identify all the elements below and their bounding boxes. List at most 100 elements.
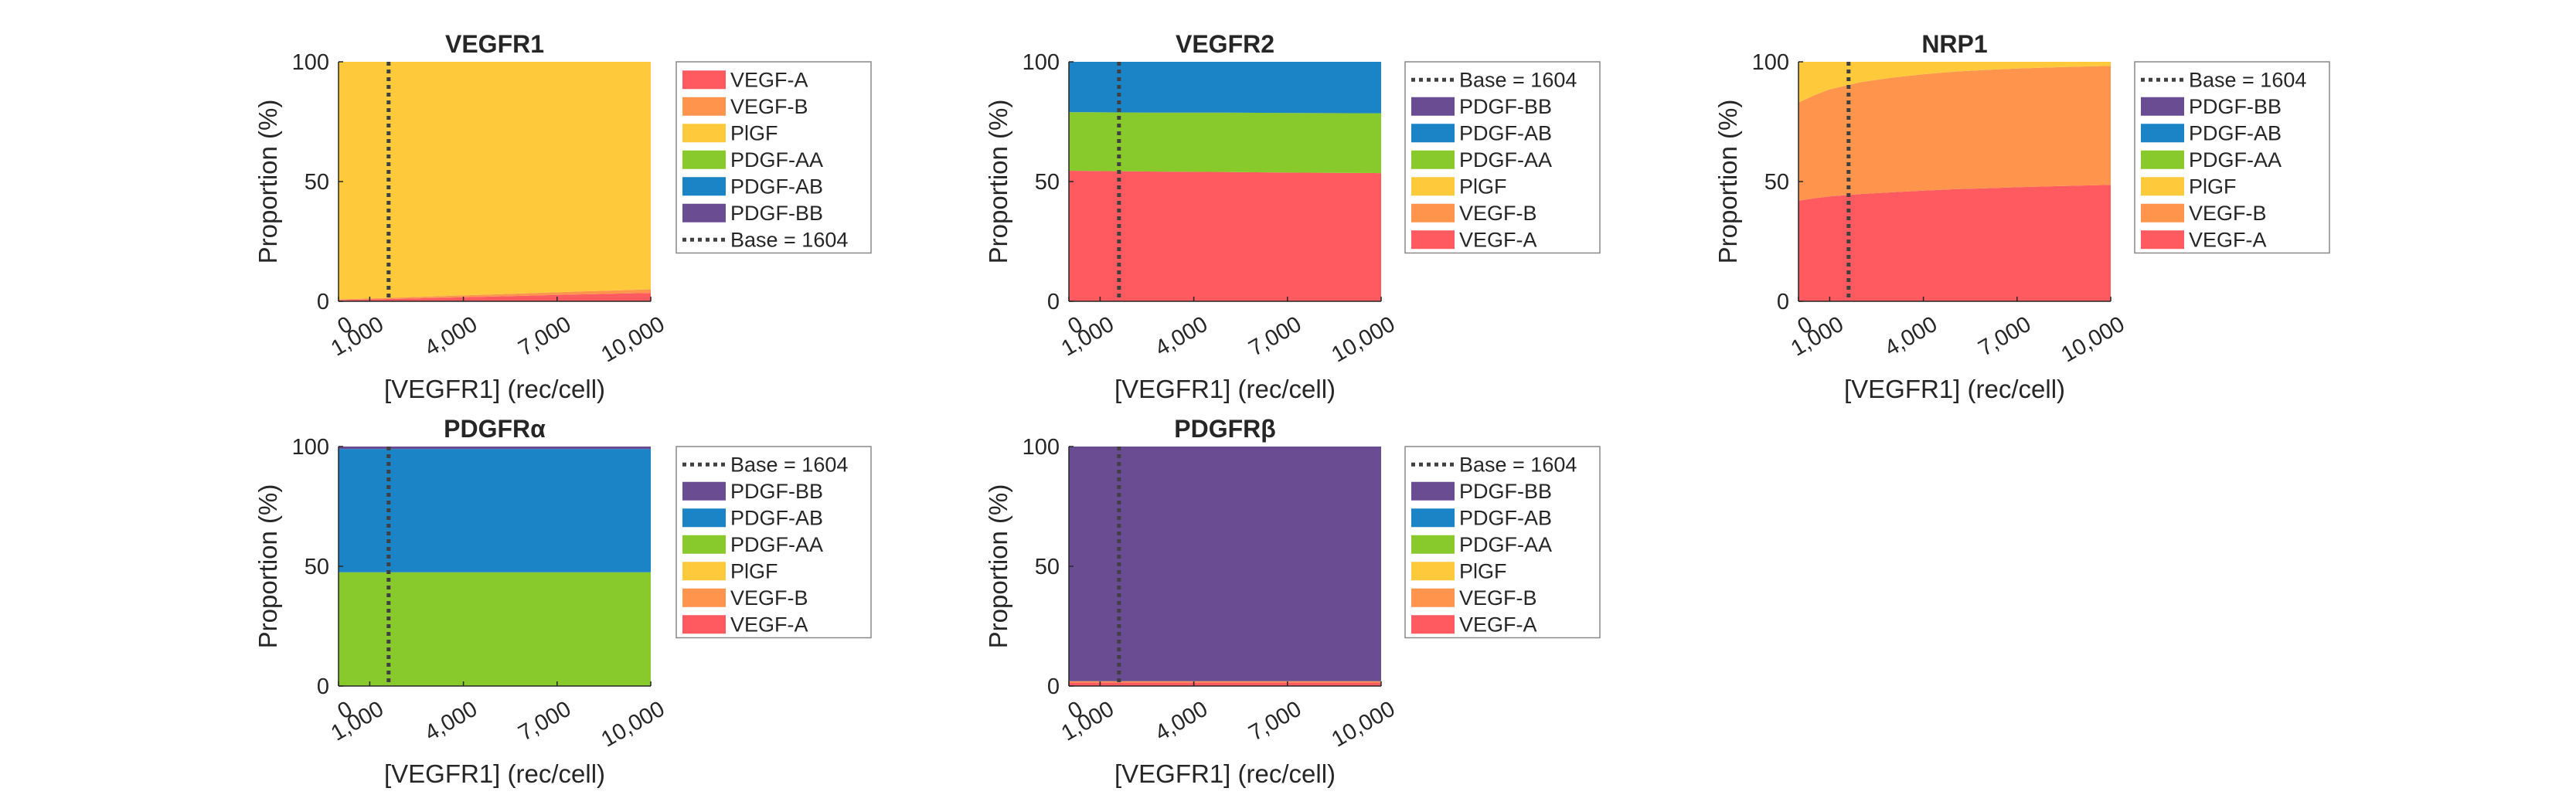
legend-label-plgf: PlGF: [730, 559, 778, 583]
legend-label-vegf-a: VEGF-A: [1459, 613, 1537, 636]
legend-swatch-pdgf-aa: [2141, 151, 2184, 169]
legend-label-vegf-b: VEGF-B: [1459, 202, 1537, 225]
panel-title: NRP1: [1921, 30, 1987, 58]
legend-label-base-line: Base = 1604: [1459, 453, 1577, 476]
panel-title: VEGFR2: [1176, 30, 1274, 58]
legend-swatch-vegf-b: [682, 589, 726, 607]
y-tick-label: 50: [1035, 555, 1060, 579]
legend-label-pdgf-ab: PDGF-AB: [730, 175, 823, 198]
legend-swatch-vegf-a: [1411, 230, 1455, 249]
legend-label-pdgf-bb: PDGF-BB: [2189, 95, 2282, 118]
x-axis-label: [VEGFR1] (rec/cell): [1114, 759, 1336, 788]
legend-label-pdgf-aa: PDGF-AA: [730, 533, 823, 556]
legend-swatch-vegf-a: [1411, 615, 1455, 633]
area-vegf-a: [1798, 185, 2111, 301]
panel-title: PDGFRβ: [1174, 415, 1276, 443]
legend-label-vegf-a: VEGF-A: [730, 613, 808, 636]
area-pdgf-bb: [1069, 447, 1381, 681]
y-axis-label: Proportion (%): [254, 484, 282, 649]
y-tick-label: 100: [1752, 50, 1789, 75]
legend-label-pdgf-bb: PDGF-BB: [1459, 95, 1552, 118]
legend-label-plgf: PlGF: [2189, 175, 2237, 198]
x-axis-label: [VEGFR1] (rec/cell): [1844, 375, 2065, 403]
legend-swatch-pdgf-ab: [2141, 124, 2184, 142]
x-axis-label: [VEGFR1] (rec/cell): [1114, 375, 1336, 403]
legend-label-base-line: Base = 1604: [1459, 68, 1577, 91]
legend-label-vegf-a: VEGF-A: [1459, 228, 1537, 251]
y-tick-label: 50: [305, 170, 329, 195]
area-pdgf-ab: [339, 449, 651, 572]
legend-swatch-pdgf-bb: [1411, 482, 1455, 501]
legend-swatch-pdgf-aa: [1411, 151, 1455, 169]
panel-title: PDGFRα: [444, 415, 546, 443]
legend-swatch-vegf-b: [1411, 204, 1455, 222]
y-tick-label: 0: [317, 290, 329, 314]
legend: Base = 1604 PDGF-BB PDGF-AB PDGF-AA PlGF VEGF…: [2135, 62, 2329, 253]
y-tick-label: 100: [292, 435, 329, 460]
area-vegf-b: [1069, 681, 1381, 683]
legend: VEGF-A VEGF-B PlGF PDGF-AA PDGF-AB PDGF-BB Bas…: [676, 62, 871, 253]
legend-swatch-pdgf-aa: [682, 535, 726, 554]
legend-label-pdgf-ab: PDGF-AB: [2189, 121, 2282, 144]
y-tick-label: 100: [292, 50, 329, 75]
legend-swatch-vegf-b: [682, 97, 726, 116]
y-axis-label: Proportion (%): [984, 484, 1012, 649]
area-pdgf-bb: [339, 447, 651, 449]
legend-swatch-pdgf-ab: [682, 177, 726, 195]
legend-swatch-pdgf-ab: [682, 508, 726, 527]
area-pdgf-aa: [339, 572, 651, 686]
y-tick-label: 100: [1023, 50, 1060, 75]
legend-label-pdgf-aa: PDGF-AA: [2189, 148, 2282, 172]
legend-swatch-pdgf-bb: [2141, 97, 2184, 116]
legend-label-plgf: PlGF: [1459, 175, 1507, 198]
legend-label-base-line: Base = 1604: [2189, 68, 2306, 91]
legend-label-base-line: Base = 1604: [730, 453, 848, 476]
legend-swatch-plgf: [682, 562, 726, 580]
y-axis-label: Proportion (%): [254, 100, 282, 264]
legend-label-vegf-b: VEGF-B: [1459, 586, 1537, 610]
legend-label-pdgf-aa: PDGF-AA: [1459, 533, 1552, 556]
y-tick-label: 0: [1777, 290, 1789, 314]
legend: Base = 1604 PDGF-BB PDGF-AB PDGF-AA PlGF VEGF…: [676, 447, 871, 638]
panel-title: VEGFR1: [445, 30, 544, 58]
legend-label-pdgf-bb: PDGF-BB: [730, 480, 823, 503]
legend-label-pdgf-ab: PDGF-AB: [1459, 506, 1552, 529]
legend-label-pdgf-aa: PDGF-AA: [1459, 148, 1552, 172]
legend-label-plgf: PlGF: [1459, 559, 1507, 583]
x-axis-label: [VEGFR1] (rec/cell): [384, 759, 605, 788]
legend-swatch-plgf: [1411, 177, 1455, 195]
legend-swatch-vegf-b: [1411, 589, 1455, 607]
legend-swatch-pdgf-bb: [1411, 97, 1455, 116]
legend-swatch-pdgf-bb: [682, 482, 726, 501]
legend-swatch-plgf: [2141, 177, 2184, 195]
legend-label-pdgf-ab: PDGF-AB: [730, 506, 823, 529]
legend-swatch-vegf-a: [2141, 230, 2184, 249]
legend-swatch-vegf-b: [2141, 204, 2184, 222]
legend-label-pdgf-aa: PDGF-AA: [730, 148, 823, 172]
legend-swatch-pdgf-aa: [1411, 535, 1455, 554]
legend-label-pdgf-ab: PDGF-AB: [1459, 121, 1552, 144]
y-tick-label: 0: [1047, 674, 1060, 699]
legend-label-pdgf-bb: PDGF-BB: [730, 202, 823, 225]
area-pdgf-aa: [1069, 112, 1381, 173]
area-vegf-a: [1069, 171, 1381, 301]
legend-swatch-pdgf-aa: [682, 151, 726, 169]
legend-label-pdgf-bb: PDGF-BB: [1459, 480, 1552, 503]
legend-label-base-line: Base = 1604: [730, 228, 848, 251]
legend-swatch-pdgf-bb: [682, 204, 726, 222]
legend: Base = 1604 PDGF-BB PDGF-AB PDGF-AA PlGF VEGF…: [1405, 62, 1600, 253]
legend-swatch-plgf: [682, 124, 726, 142]
legend-swatch-pdgf-ab: [1411, 508, 1455, 527]
area-plgf: [339, 62, 651, 300]
y-axis-label: Proportion (%): [1713, 100, 1742, 264]
x-axis-label: [VEGFR1] (rec/cell): [384, 375, 605, 403]
y-tick-label: 50: [305, 555, 329, 579]
y-tick-label: 100: [1023, 435, 1060, 460]
legend-label-vegf-b: VEGF-B: [730, 586, 808, 610]
area-vegf-b: [1798, 66, 2111, 200]
legend-swatch-vegf-a: [682, 615, 726, 633]
y-tick-label: 50: [1764, 170, 1789, 195]
legend-swatch-vegf-a: [682, 70, 726, 89]
legend-swatch-plgf: [1411, 562, 1455, 580]
